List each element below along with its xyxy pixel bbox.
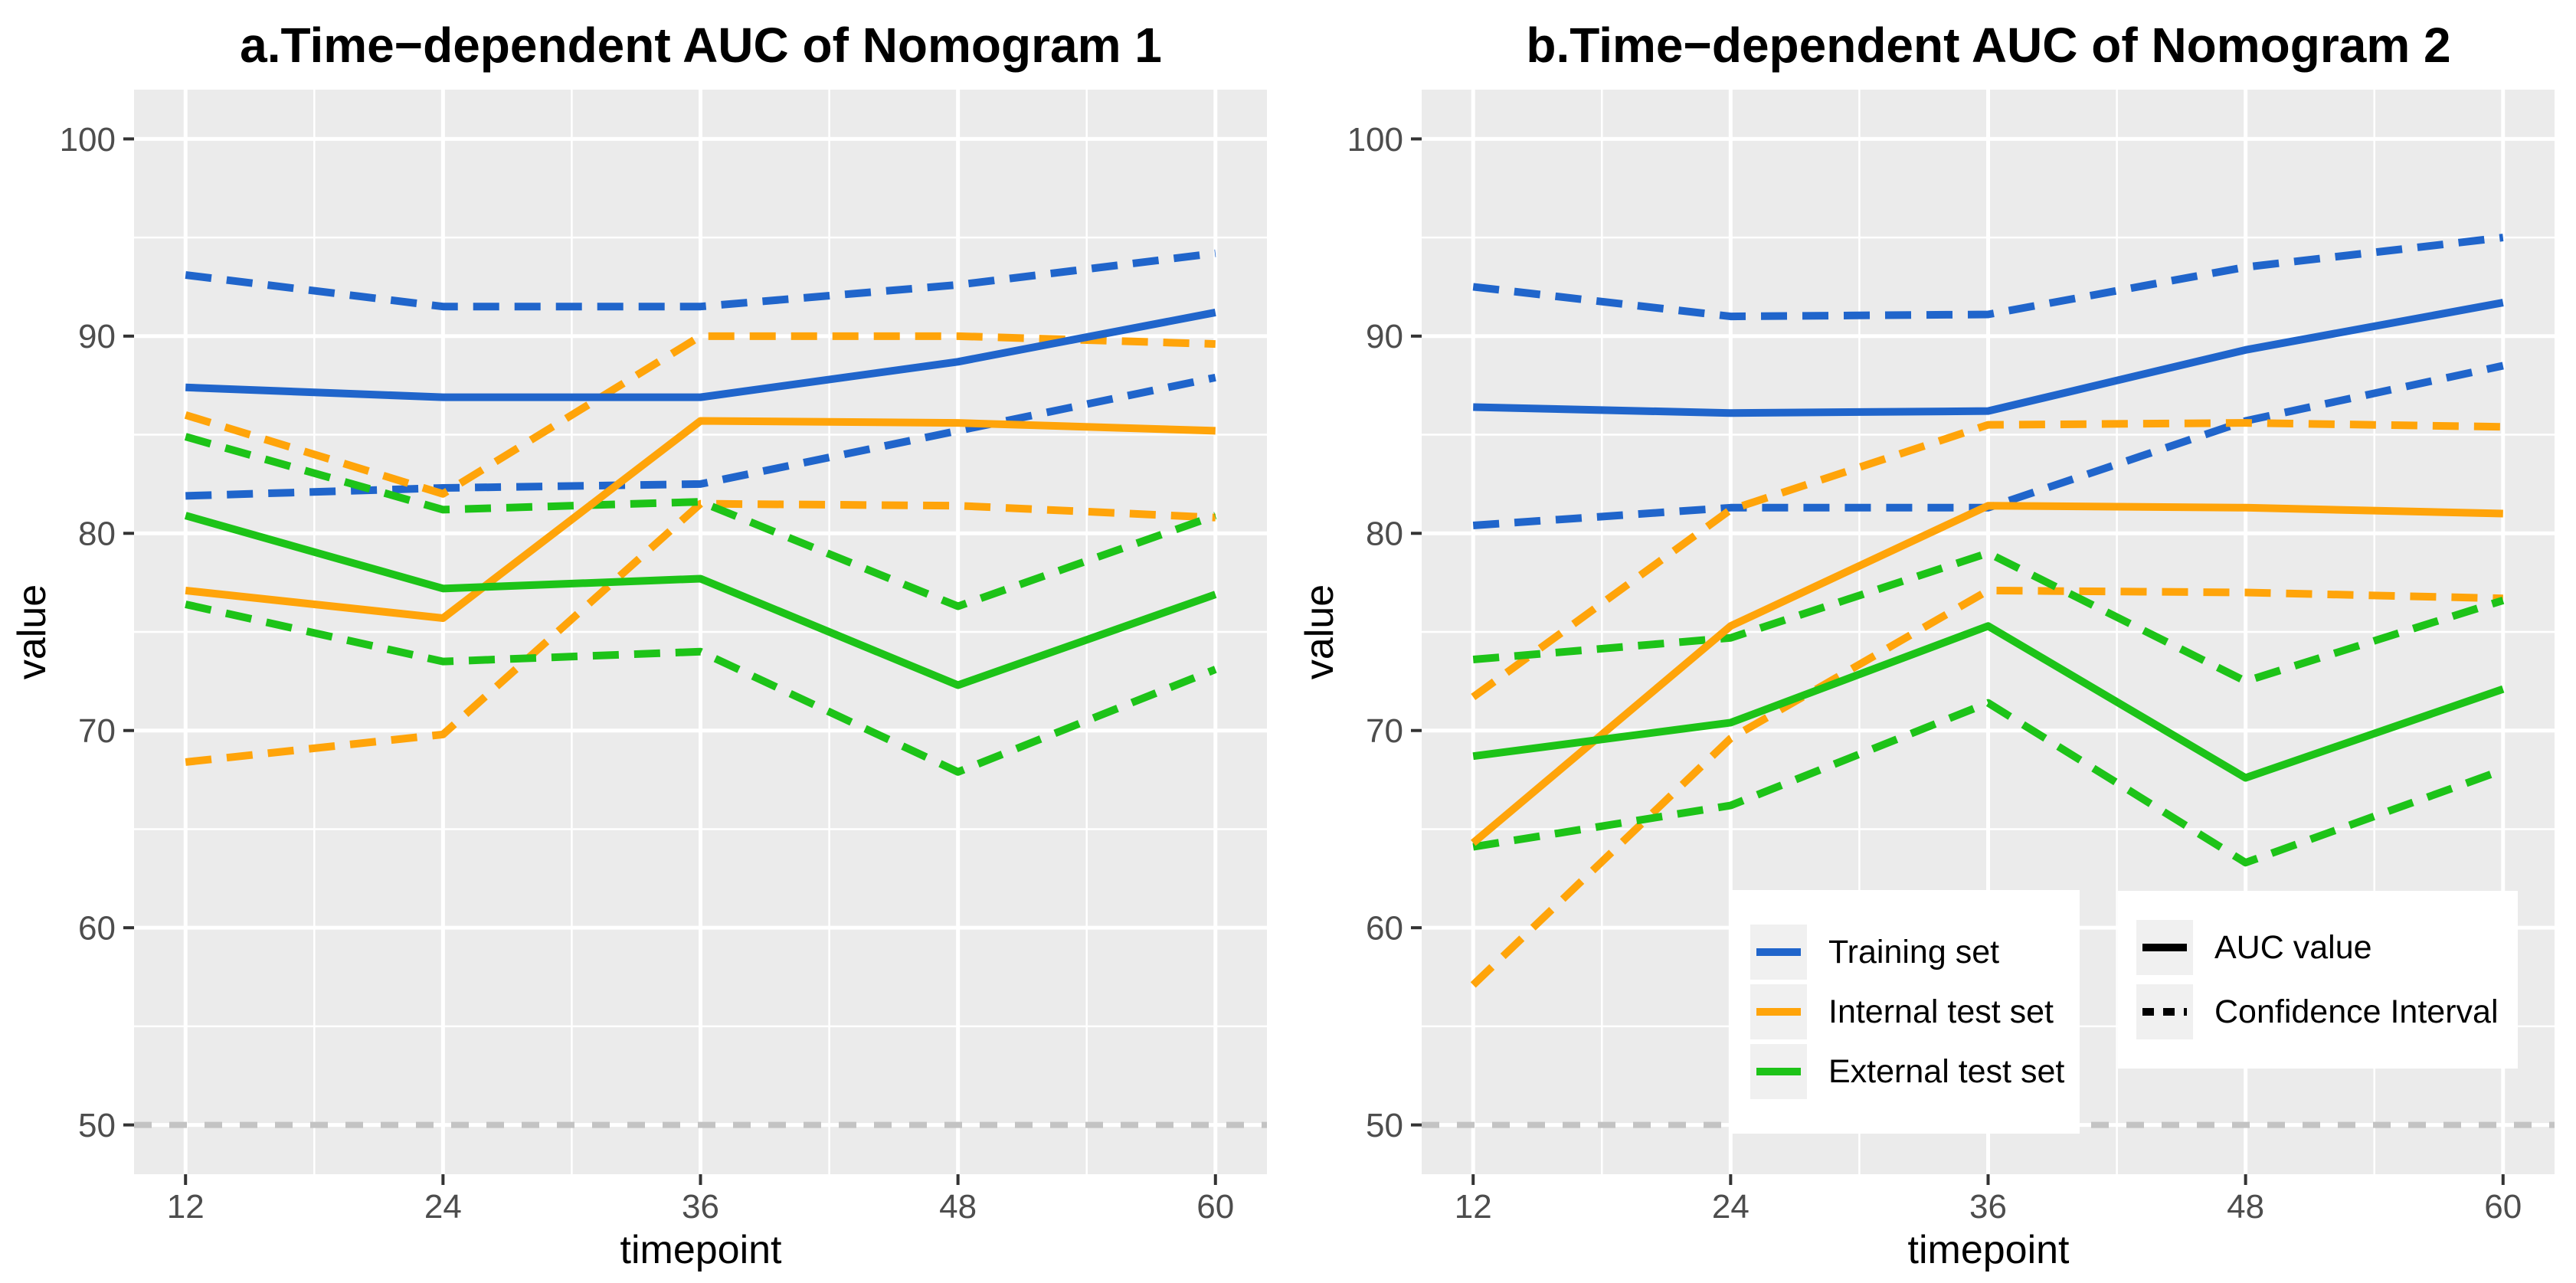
legend-label: External test set — [1828, 1052, 2065, 1090]
y-tick-label: 60 — [78, 910, 116, 948]
panel-a-line-internal-test-set-auc — [185, 417, 1216, 622]
panel-b-line-internal-test-set-ci-upper — [1471, 419, 2503, 701]
panel-a-line-internal-test-set-ci-upper — [184, 332, 1216, 498]
panel-b-line-internal-test-set-auc — [1471, 502, 2503, 846]
x-tick-label: 48 — [2227, 1188, 2264, 1226]
external-test-set-line-icon — [1756, 1068, 1801, 1075]
panel-a-line-external-test-set-ci-lower — [185, 601, 1217, 776]
legend-item-internal-test-set: Internal test set — [1750, 984, 2080, 1039]
x-tick-label: 24 — [424, 1188, 462, 1226]
panel-b-title: b.Time−dependent AUC of Nomogram 2 — [1526, 18, 2451, 73]
y-tick-label: 70 — [78, 712, 116, 750]
series-legend: Training set Internal test set External … — [1730, 890, 2080, 1134]
y-tick-label: 80 — [1366, 515, 1403, 553]
x-tick-label: 24 — [1712, 1188, 1750, 1226]
legend-item-training-set: Training set — [1750, 925, 2080, 980]
y-tick-label: 50 — [1366, 1107, 1403, 1144]
legend-key-box — [1750, 925, 1807, 980]
panel-b-x-axis-label: timepoint — [1907, 1228, 2070, 1272]
dashed-line-icon — [2142, 1008, 2187, 1016]
x-tick-label: 12 — [167, 1188, 205, 1226]
panel-a-title: a.Time−dependent AUC of Nomogram 1 — [240, 18, 1162, 73]
legend-key-box — [2136, 920, 2193, 975]
x-tick-label: 60 — [2484, 1188, 2522, 1226]
legend-item-confidence-interval: Confidence Interval — [2136, 984, 2518, 1039]
panel-a-line-external-test-set-ci-upper — [184, 433, 1217, 610]
panel-a-line-training-set-auc — [185, 309, 1216, 401]
training-set-line-icon — [1756, 948, 1801, 956]
y-tick-label: 100 — [60, 121, 116, 159]
legend-label: AUC value — [2214, 928, 2372, 966]
panel-b-line-training-set-ci-upper — [1472, 234, 2504, 321]
panel-b-line-external-test-set-auc — [1472, 622, 2505, 782]
y-tick-label: 90 — [1366, 318, 1403, 355]
panel-a-line-training-set-ci-lower — [185, 373, 1216, 500]
panel-b-line-external-test-set-ci-lower — [1472, 699, 2505, 867]
panel-b-line-training-set-auc — [1473, 299, 2504, 417]
y-tick-label: 70 — [1366, 712, 1403, 750]
x-tick-label: 36 — [1969, 1188, 2007, 1226]
x-tick-label: 60 — [1196, 1188, 1234, 1226]
panel-a: 12 24 36 48 60 50 60 70 80 90 100 — [60, 90, 1267, 1226]
x-tick-label: 48 — [939, 1188, 977, 1226]
legend-label: Confidence Interval — [2214, 993, 2499, 1030]
panel-a-x-axis-label: timepoint — [620, 1228, 782, 1272]
panel-b-line-external-test-set-ci-upper — [1472, 549, 2505, 686]
legend-item-external-test-set: External test set — [1750, 1044, 2080, 1099]
linetype-legend: AUC value Confidence Interval — [2118, 891, 2518, 1069]
y-tick-label: 100 — [1347, 121, 1403, 159]
x-tick-label: 12 — [1455, 1188, 1492, 1226]
legend-item-auc-value: AUC value — [2136, 920, 2518, 975]
y-tick-label: 90 — [78, 318, 116, 355]
legend-label: Training set — [1828, 933, 2000, 970]
panel-b-y-axis-label: value — [1298, 584, 1342, 680]
panel-a-line-internal-test-set-ci-lower — [185, 499, 1216, 766]
internal-test-set-line-icon — [1756, 1008, 1801, 1016]
legend-key-box — [1750, 1044, 1807, 1099]
panel-b-line-internal-test-set-ci-lower — [1470, 586, 2503, 988]
legend-key-box — [1750, 984, 1807, 1039]
legend-label: Internal test set — [1828, 993, 2054, 1030]
panel-a-line-external-test-set-auc — [184, 512, 1217, 689]
y-tick-label: 60 — [1366, 910, 1403, 948]
y-tick-label: 50 — [78, 1107, 116, 1144]
x-tick-label: 36 — [682, 1188, 719, 1226]
legend-key-box — [2136, 984, 2193, 1039]
panel-a-y-axis-label: value — [10, 584, 54, 680]
solid-line-icon — [2142, 944, 2187, 951]
panel-a-line-training-set-ci-upper — [185, 249, 1216, 311]
y-tick-label: 80 — [78, 515, 116, 553]
